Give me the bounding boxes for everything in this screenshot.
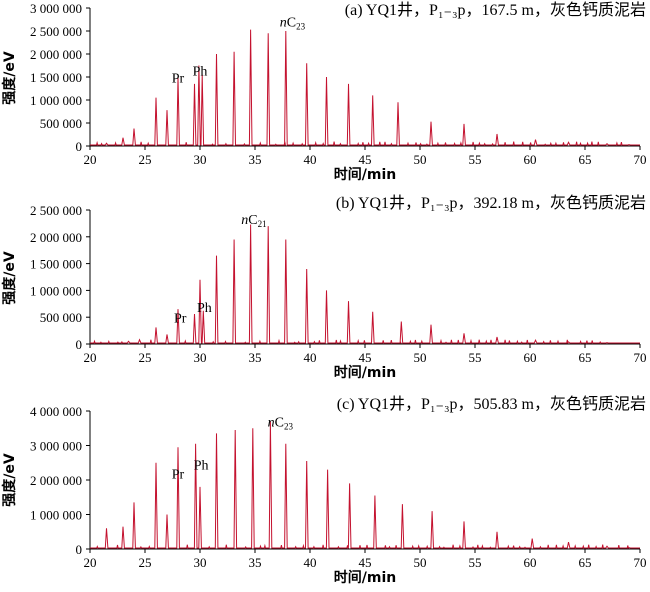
x-tick-label: 45 xyxy=(359,152,372,167)
x-tick-label: 65 xyxy=(579,555,592,570)
x-tick-label: 25 xyxy=(139,152,152,167)
panel-title: (c) YQ1井，P₁₋₃p，505.83 m，灰色钙质泥岩 xyxy=(337,395,646,413)
y-tick-label: 2 000 000 xyxy=(30,47,82,62)
x-tick-label: 60 xyxy=(524,555,537,570)
y-tick-label: 3 000 000 xyxy=(30,439,82,454)
y-axis-title: 强度/eV xyxy=(1,51,18,105)
x-tick-label: 35 xyxy=(249,555,262,570)
x-axis-title: 时间/min xyxy=(334,364,396,381)
y-tick-label: 1 500 000 xyxy=(30,70,82,85)
x-tick-label: 50 xyxy=(414,152,427,167)
x-tick-label: 55 xyxy=(469,555,482,570)
y-tick-label: 2 000 000 xyxy=(30,230,82,245)
y-tick-label: 1 000 000 xyxy=(30,93,82,108)
x-tick-label: 40 xyxy=(304,555,317,570)
peak-annotation: Ph xyxy=(193,65,208,80)
x-tick-label: 20 xyxy=(84,555,97,570)
x-tick-label: 55 xyxy=(469,350,482,365)
chromatogram-trace xyxy=(90,421,640,549)
y-tick-label: 500 000 xyxy=(40,310,82,325)
x-tick-label: 30 xyxy=(194,555,207,570)
peak-annotation: nC23 xyxy=(280,15,306,31)
peak-annotation: nC23 xyxy=(268,416,294,432)
x-tick-label: 55 xyxy=(469,152,482,167)
peak-annotation: Ph xyxy=(197,301,212,316)
peak-annotation: Pr xyxy=(172,72,185,87)
x-tick-label: 25 xyxy=(139,555,152,570)
x-tick-label: 70 xyxy=(634,350,647,365)
x-tick-label: 65 xyxy=(579,350,592,365)
x-tick-label: 65 xyxy=(579,152,592,167)
chromatogram-panel-b: 0 500 000 1 000 000 1 500 000 2 000 000 2 500… xyxy=(1,194,647,381)
y-tick-label: 2 000 000 xyxy=(30,473,82,488)
y-tick-label: 0 xyxy=(76,139,83,154)
x-tick-label: 45 xyxy=(359,555,372,570)
x-tick-label: 20 xyxy=(84,152,97,167)
x-tick-label: 50 xyxy=(414,555,427,570)
x-axis-title: 时间/min xyxy=(334,569,396,586)
x-tick-label: 35 xyxy=(249,152,262,167)
x-tick-label: 70 xyxy=(634,555,647,570)
x-axis-title: 时间/min xyxy=(334,166,396,183)
y-axis-title: 强度/eV xyxy=(1,453,18,507)
panel-title: (b) YQ1井，P₁₋₃p，392.18 m，灰色钙质泥岩 xyxy=(336,194,646,212)
peak-annotation: Pr xyxy=(174,312,187,327)
y-tick-label: 1 000 000 xyxy=(30,508,82,523)
peak-annotation: Ph xyxy=(194,459,209,474)
y-tick-label: 1 000 000 xyxy=(30,283,82,298)
chromatogram-trace xyxy=(90,29,640,146)
y-tick-label: 500 000 xyxy=(40,116,82,131)
x-tick-label: 40 xyxy=(304,152,317,167)
x-tick-label: 35 xyxy=(249,350,262,365)
y-tick-label: 4 000 000 xyxy=(30,404,82,419)
chromatogram-trace xyxy=(90,224,640,344)
x-tick-label: 60 xyxy=(524,152,537,167)
x-tick-label: 50 xyxy=(414,350,427,365)
panel-title: (a) YQ1井，P₁₋₃p，167.5 m，灰色钙质泥岩 xyxy=(345,1,646,19)
y-tick-label: 3 000 000 xyxy=(30,1,82,16)
chromatogram-panel-a: 0 500 000 1 000 000 1 500 000 2 000 000 2 500… xyxy=(1,1,647,183)
y-tick-label: 2 500 000 xyxy=(30,24,82,39)
x-tick-label: 20 xyxy=(84,350,97,365)
x-tick-label: 30 xyxy=(194,152,207,167)
x-tick-label: 30 xyxy=(194,350,207,365)
y-tick-label: 0 xyxy=(76,542,83,557)
y-tick-label: 1 500 000 xyxy=(30,257,82,272)
chromatogram-panel-c: 0 1 000 000 2 000 000 3 000 000 4 000 000 20 2… xyxy=(1,395,647,586)
x-tick-label: 40 xyxy=(304,350,317,365)
x-tick-label: 60 xyxy=(524,350,537,365)
peak-annotation: Pr xyxy=(172,467,185,482)
y-tick-label: 0 xyxy=(76,337,83,352)
x-tick-label: 70 xyxy=(634,152,647,167)
y-axis-title: 强度/eV xyxy=(1,251,18,305)
x-tick-label: 25 xyxy=(139,350,152,365)
y-tick-label: 2 500 000 xyxy=(30,203,82,218)
x-tick-label: 45 xyxy=(359,350,372,365)
peak-annotation: nC21 xyxy=(241,213,266,229)
